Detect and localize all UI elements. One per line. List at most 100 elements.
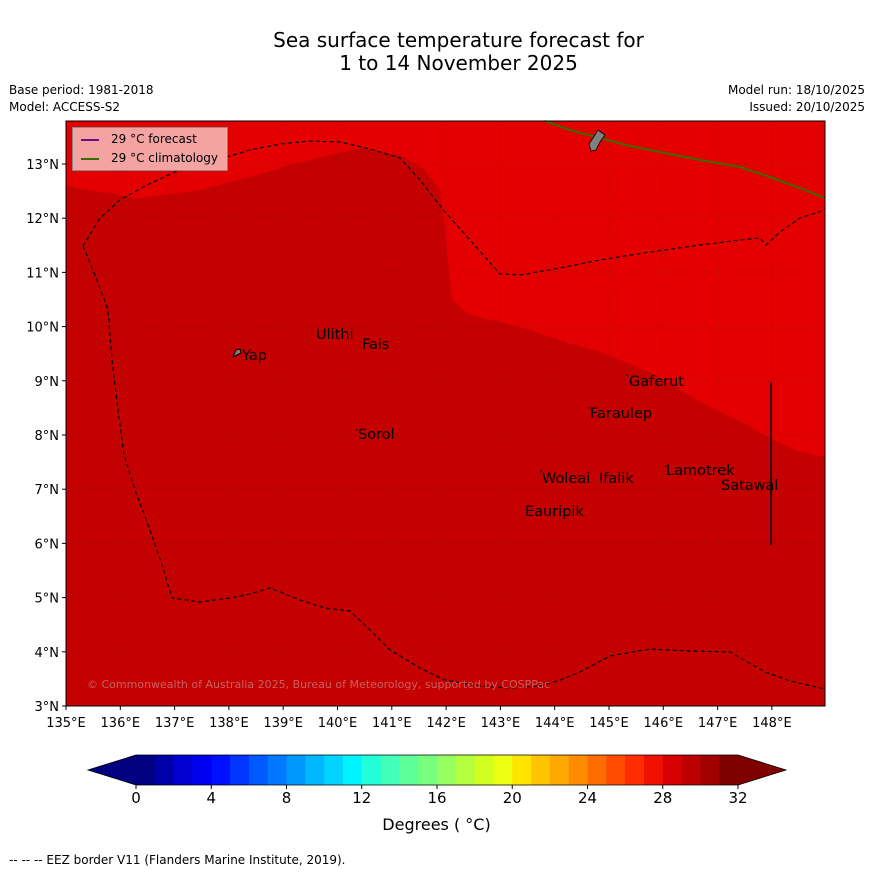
- place-eauripik: Eauripik: [525, 504, 584, 520]
- legend-forecast-swatch: [81, 138, 99, 141]
- colorbar-cell: [248, 755, 269, 785]
- lat-tick-label: 6°N: [35, 537, 60, 552]
- lon-tick-label: 148°E: [752, 716, 792, 731]
- colorbar-cell: [399, 755, 419, 785]
- copyright-text: © Commonwealth of Australia 2025, Bureau…: [87, 678, 551, 691]
- place-satawal: Satawal: [721, 478, 779, 494]
- chart-title: Sea surface temperature forecast for 1 t…: [0, 29, 873, 75]
- legend-climatology-label: 29 °C climatology: [111, 151, 219, 165]
- colorbar-cell: [512, 755, 532, 785]
- lon-tick-label: 142°E: [426, 716, 466, 731]
- colorbar-cell: [136, 755, 156, 785]
- legend-forecast-label: 29 °C forecast: [111, 132, 197, 146]
- contour-legend: 29 °C forecast 29 °C climatology: [72, 127, 228, 171]
- colorbar-ticks: 0 4 8 12 16 20 24 28 32: [131, 785, 748, 807]
- meta-left: Base period: 1981-2018 Model: ACCESS-S2: [9, 82, 154, 116]
- model-name: Model: ACCESS-S2: [9, 100, 121, 114]
- colorbar-cell: [606, 755, 626, 785]
- climatology-29c-line: [544, 120, 826, 199]
- lat-tick-label: 11°N: [26, 266, 59, 281]
- place-ulithi: Ulithi: [316, 327, 354, 343]
- latitude-axis: 13°N 12°N 11°N 10°N 9°N 8°N 7°N 6°N 5°N 4°N 3°N: [26, 158, 66, 715]
- colorbar-over-arrow: [738, 755, 786, 785]
- colorbar-cells: [136, 755, 739, 785]
- yap-island: [232, 348, 242, 359]
- lon-tick-label: 144°E: [535, 716, 575, 731]
- longitude-axis: 135°E 136°E 137°E 138°E 139°E 140°E 141°E 142°E…: [46, 706, 792, 731]
- colorbar-cell: [549, 755, 570, 785]
- lat-tick-label: 3°N: [35, 700, 60, 715]
- colorbar-cell: [493, 755, 513, 785]
- guam-island: [588, 129, 606, 152]
- issued-date: Issued: 20/10/2025: [749, 100, 865, 114]
- colorbar-under-arrow: [88, 755, 136, 785]
- lat-tick-label: 12°N: [26, 212, 59, 227]
- colorbar-cell: [455, 755, 476, 785]
- lat-tick-label: 10°N: [26, 321, 59, 336]
- colorbar-cell: [418, 755, 438, 785]
- legend-forecast: 29 °C forecast: [81, 132, 197, 146]
- colorbar-cell: [154, 755, 175, 785]
- lat-tick-label: 9°N: [35, 375, 60, 390]
- lon-tick-label: 146°E: [644, 716, 684, 731]
- lon-tick-label: 135°E: [46, 716, 86, 731]
- gridlines: [66, 121, 825, 706]
- colorbar-cell: [361, 755, 381, 785]
- lon-tick-label: 145°E: [589, 716, 629, 731]
- place-fais: Fais: [362, 337, 390, 353]
- colorbar-tick-label: 20: [503, 789, 522, 807]
- place-sorol: Sorol: [358, 427, 395, 443]
- lon-tick-label: 140°E: [318, 716, 358, 731]
- colorbar-cell: [211, 755, 231, 785]
- colorbar-cell: [305, 755, 325, 785]
- colorbar-tick-label: 8: [282, 789, 292, 807]
- colorbar-cell: [267, 755, 287, 785]
- colorbar-cell: [437, 755, 457, 785]
- lon-tick-label: 138°E: [209, 716, 249, 731]
- eez-border-west: [82, 245, 826, 690]
- colorbar-cell: [380, 755, 400, 785]
- colorbar-cell: [324, 755, 344, 785]
- place-faraulep: Faraulep: [590, 406, 653, 422]
- colorbar-cell: [681, 755, 701, 785]
- lon-tick-label: 143°E: [481, 716, 521, 731]
- colorbar-tick-label: 4: [206, 789, 216, 807]
- lon-tick-label: 137°E: [155, 716, 195, 731]
- colorbar-tick-label: 12: [352, 789, 371, 807]
- lat-tick-label: 13°N: [26, 158, 59, 173]
- lon-tick-label: 139°E: [263, 716, 303, 731]
- colorbar-title: Degrees ( °C): [382, 815, 491, 834]
- place-lamotrek: Lamotrek: [666, 463, 735, 479]
- colorbar-cell: [230, 755, 250, 785]
- atoll-markers: [356, 374, 667, 472]
- colorbar-tick-label: 0: [131, 789, 141, 807]
- lat-tick-label: 5°N: [35, 592, 60, 607]
- colorbar-cell: [192, 755, 212, 785]
- colorbar-cell: [286, 755, 306, 785]
- sst-light-region: [66, 121, 825, 457]
- place-gaferut: Gaferut: [629, 374, 684, 390]
- lon-tick-label: 136°E: [101, 716, 141, 731]
- place-yap: Yap: [242, 348, 267, 364]
- legend-climatology-swatch: [81, 157, 99, 160]
- model-run: Model run: 18/10/2025: [727, 83, 865, 97]
- colorbar-cell: [474, 755, 494, 785]
- plot-frame: [65, 120, 826, 707]
- lat-tick-label: 4°N: [35, 646, 60, 661]
- meta-right: Model run: 18/10/2025 Issued: 20/10/2025: [728, 82, 865, 116]
- colorbar-cell: [662, 755, 682, 785]
- lat-tick-label: 7°N: [35, 483, 60, 498]
- footnote: -- -- -- EEZ border V11 (Flanders Marine…: [9, 853, 346, 867]
- colorbar-tick-label: 32: [728, 789, 747, 807]
- colorbar-cell: [625, 755, 645, 785]
- lon-tick-label: 147°E: [698, 716, 738, 731]
- colorbar-cell: [700, 755, 720, 785]
- title-line-1: Sea surface temperature forecast for: [273, 28, 644, 52]
- colorbar-cell: [342, 755, 363, 785]
- colorbar-cell: [568, 755, 588, 785]
- base-period: Base period: 1981-2018: [9, 83, 154, 97]
- legend-climatology: 29 °C climatology: [81, 151, 218, 165]
